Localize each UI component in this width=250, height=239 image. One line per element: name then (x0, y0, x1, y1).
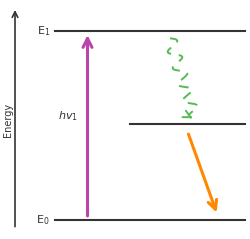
Text: Energy: Energy (2, 103, 12, 136)
Text: E$_1$: E$_1$ (37, 24, 50, 38)
Text: E$_0$: E$_0$ (36, 213, 50, 227)
Text: hv$_1$: hv$_1$ (58, 109, 78, 123)
